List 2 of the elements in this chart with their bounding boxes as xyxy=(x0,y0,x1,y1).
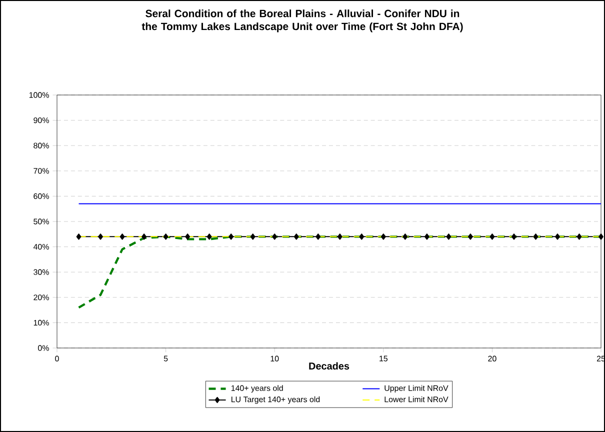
chart-title: Seral Condition of the Boreal Plains - Alluvial - Conifer NDU in the Tommy Lakes Landscape Unit over Time (Fort St John DFA) xyxy=(142,10,463,32)
x-axis-title: Decades xyxy=(309,362,350,370)
